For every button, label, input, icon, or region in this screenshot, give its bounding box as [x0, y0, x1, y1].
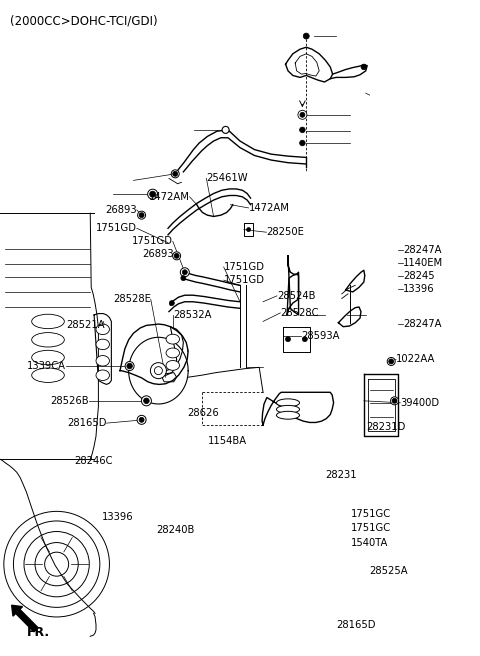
Ellipse shape: [96, 339, 109, 350]
Text: 25461W: 25461W: [206, 173, 248, 184]
Circle shape: [222, 127, 229, 133]
Ellipse shape: [276, 405, 300, 413]
Text: 28526B: 28526B: [50, 396, 89, 406]
Circle shape: [300, 140, 305, 146]
Circle shape: [389, 359, 394, 364]
Circle shape: [173, 252, 180, 260]
Text: 28525A: 28525A: [370, 565, 408, 576]
Circle shape: [169, 300, 174, 306]
Ellipse shape: [96, 356, 109, 366]
Circle shape: [4, 512, 109, 617]
Circle shape: [139, 417, 144, 422]
Circle shape: [173, 171, 178, 176]
Text: 13396: 13396: [403, 283, 435, 294]
Text: (2000CC>DOHC-TCI/GDI): (2000CC>DOHC-TCI/GDI): [10, 14, 157, 28]
Text: 39400D: 39400D: [400, 398, 440, 408]
Text: 28165D: 28165D: [67, 418, 107, 428]
Circle shape: [303, 33, 309, 39]
Circle shape: [150, 363, 167, 379]
Text: 28165D: 28165D: [336, 619, 375, 630]
Text: 1751GD: 1751GD: [224, 262, 264, 272]
Text: 28528C: 28528C: [280, 308, 319, 318]
Text: 1540TA: 1540TA: [350, 538, 388, 548]
Ellipse shape: [166, 334, 180, 344]
Text: 28250E: 28250E: [266, 227, 304, 237]
Circle shape: [361, 64, 367, 70]
Ellipse shape: [32, 333, 64, 347]
Text: 1339CA: 1339CA: [27, 361, 66, 371]
Text: 1472AM: 1472AM: [249, 203, 289, 213]
Text: 1154BA: 1154BA: [208, 436, 247, 446]
Text: 28231D: 28231D: [366, 422, 406, 432]
Ellipse shape: [32, 314, 64, 329]
Ellipse shape: [276, 411, 300, 419]
Text: 26893: 26893: [143, 249, 174, 259]
Circle shape: [300, 127, 305, 133]
Text: 28524B: 28524B: [277, 291, 315, 301]
Text: 13396: 13396: [102, 512, 133, 522]
Text: 28247A: 28247A: [403, 245, 442, 255]
Text: 28247A: 28247A: [403, 319, 442, 329]
Ellipse shape: [96, 324, 109, 335]
Circle shape: [387, 358, 395, 365]
Circle shape: [35, 543, 78, 586]
Text: 1022AA: 1022AA: [396, 354, 435, 365]
Text: 28626: 28626: [187, 408, 219, 419]
Text: 28246C: 28246C: [74, 456, 113, 466]
Circle shape: [182, 270, 187, 275]
Circle shape: [391, 397, 398, 405]
Circle shape: [139, 213, 144, 218]
Circle shape: [180, 268, 189, 277]
Circle shape: [138, 211, 145, 219]
Circle shape: [171, 170, 179, 178]
Circle shape: [302, 337, 307, 342]
Text: 1140EM: 1140EM: [403, 258, 444, 268]
Text: 28528E: 28528E: [113, 294, 151, 304]
Circle shape: [137, 415, 146, 424]
Text: 1751GD: 1751GD: [224, 275, 264, 285]
Circle shape: [45, 552, 69, 576]
Circle shape: [150, 191, 156, 197]
Ellipse shape: [166, 348, 180, 358]
Text: 28231: 28231: [325, 470, 357, 480]
Text: 1472AM: 1472AM: [149, 192, 190, 202]
Text: 1751GD: 1751GD: [96, 223, 137, 234]
Circle shape: [155, 367, 162, 375]
Text: 28593A: 28593A: [301, 331, 340, 341]
Ellipse shape: [276, 399, 300, 407]
Circle shape: [298, 110, 307, 119]
Ellipse shape: [32, 350, 64, 365]
Text: 26893: 26893: [105, 205, 137, 215]
Text: 28532A: 28532A: [173, 310, 211, 320]
Circle shape: [392, 398, 397, 403]
Ellipse shape: [96, 370, 109, 380]
Circle shape: [286, 337, 290, 342]
Circle shape: [181, 276, 186, 281]
FancyArrow shape: [12, 605, 38, 632]
Ellipse shape: [32, 368, 64, 382]
Circle shape: [174, 253, 179, 258]
Text: 1751GD: 1751GD: [132, 236, 173, 247]
Text: 28240B: 28240B: [156, 525, 194, 535]
Circle shape: [148, 189, 157, 199]
Text: 28245: 28245: [403, 271, 435, 281]
Circle shape: [300, 112, 305, 117]
Circle shape: [127, 363, 132, 369]
Text: FR.: FR.: [26, 626, 49, 639]
Circle shape: [144, 398, 149, 403]
Circle shape: [247, 228, 251, 232]
Circle shape: [13, 521, 100, 607]
Text: 1751GC: 1751GC: [350, 508, 391, 519]
Circle shape: [24, 531, 89, 597]
Circle shape: [125, 361, 134, 371]
Text: 1751GC: 1751GC: [350, 523, 391, 533]
Text: 28521A: 28521A: [66, 320, 105, 331]
Ellipse shape: [166, 361, 180, 371]
Circle shape: [142, 396, 151, 406]
